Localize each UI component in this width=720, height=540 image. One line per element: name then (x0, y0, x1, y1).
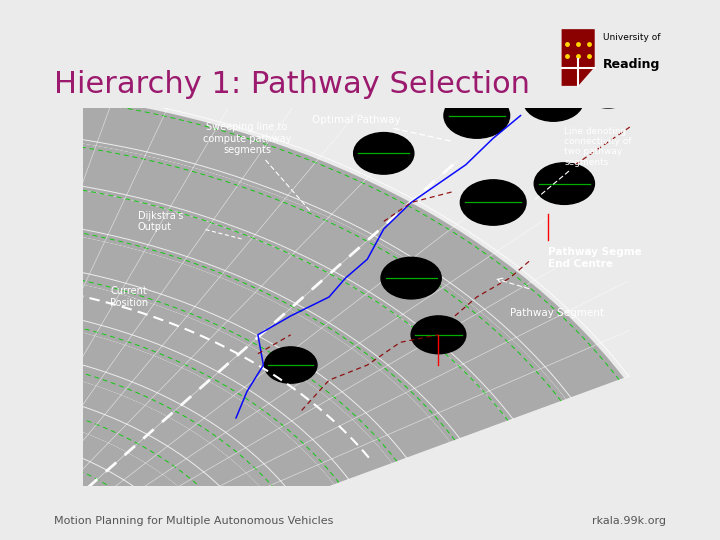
Circle shape (354, 132, 414, 174)
Wedge shape (0, 349, 291, 506)
Text: rkala.99k.org: rkala.99k.org (592, 516, 666, 526)
Circle shape (581, 70, 636, 108)
Circle shape (381, 257, 441, 299)
Circle shape (534, 163, 595, 204)
Text: Current
Position: Current Position (110, 286, 148, 308)
Circle shape (460, 180, 526, 225)
Circle shape (411, 316, 466, 354)
Text: Line denoting
connectivity of
two pathway
segments: Line denoting connectivity of two pathwa… (534, 126, 632, 201)
Wedge shape (0, 259, 407, 463)
Text: Hierarchy 1: Pathway Selection: Hierarchy 1: Pathway Selection (54, 70, 530, 99)
Wedge shape (0, 271, 392, 484)
Wedge shape (2, 214, 464, 442)
Wedge shape (0, 304, 348, 484)
Circle shape (444, 93, 510, 138)
Text: University of: University of (603, 33, 661, 42)
Wedge shape (0, 225, 450, 463)
Wedge shape (0, 405, 218, 540)
Text: Optimal Pathway: Optimal Pathway (312, 115, 452, 141)
Text: Dijkstra's
Output: Dijkstra's Output (138, 211, 183, 232)
Circle shape (264, 347, 317, 383)
Text: Motion Planning for Multiple Autonomous Vehicles: Motion Planning for Multiple Autonomous … (54, 516, 333, 526)
Polygon shape (562, 29, 595, 86)
Text: Sweeping line to
compute pathway
segments: Sweeping line to compute pathway segment… (203, 122, 311, 212)
Wedge shape (21, 124, 580, 400)
Wedge shape (12, 136, 566, 421)
Wedge shape (0, 360, 276, 527)
Wedge shape (2, 180, 508, 442)
Wedge shape (0, 394, 233, 527)
Circle shape (523, 79, 583, 122)
Text: Reading: Reading (603, 58, 661, 71)
Wedge shape (0, 315, 334, 506)
Wedge shape (21, 91, 624, 400)
Text: Pathway Segment: Pathway Segment (510, 308, 603, 318)
Wedge shape (12, 170, 523, 421)
Text: Pathway Segme
End Centre: Pathway Segme End Centre (548, 247, 642, 269)
